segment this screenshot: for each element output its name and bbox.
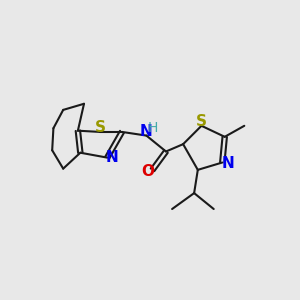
Text: N: N — [221, 156, 234, 171]
Text: N: N — [105, 150, 118, 165]
Text: H: H — [148, 121, 158, 135]
Text: S: S — [94, 120, 105, 135]
Text: O: O — [142, 164, 154, 178]
Text: S: S — [196, 114, 207, 129]
Text: N: N — [140, 124, 152, 139]
